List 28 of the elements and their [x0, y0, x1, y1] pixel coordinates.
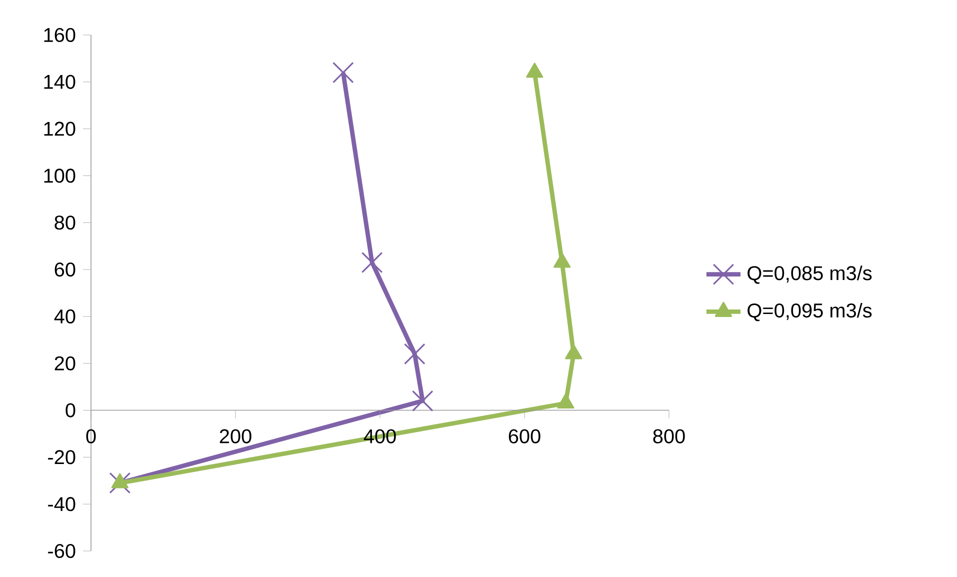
point: [553, 252, 571, 268]
x-tick-label: 200: [220, 429, 252, 444]
y-tick-label: 80: [54, 216, 76, 230]
point: [361, 252, 383, 274]
y-tick-label: -40: [48, 497, 76, 512]
y-tick-label: 140: [44, 74, 76, 89]
point: [526, 62, 544, 78]
y-tick-label: 0: [66, 403, 76, 418]
legend-label: Q=0,095 m3/s: [748, 302, 872, 322]
legend-label: Q=0,085 m3/s: [748, 266, 872, 284]
point: [332, 62, 354, 84]
y-tick-label: 20: [54, 356, 76, 370]
point: [111, 473, 128, 488]
y-tick-label: -20: [48, 450, 76, 464]
point: [557, 393, 574, 409]
point: [412, 390, 434, 412]
x-tick-label: 800: [653, 429, 685, 444]
y-tick-label: -60: [48, 544, 76, 558]
point: [109, 472, 131, 494]
point: [565, 344, 582, 360]
y-tick-label: 160: [44, 28, 76, 42]
point: [404, 343, 426, 365]
x-tick-label: 0: [86, 429, 96, 444]
x-tick-label: 600: [508, 429, 540, 444]
y-tick-label: 60: [54, 262, 76, 277]
y-tick-label: 120: [44, 122, 76, 136]
y-tick-label: 40: [54, 309, 76, 324]
y-tick-label: 100: [44, 168, 76, 183]
